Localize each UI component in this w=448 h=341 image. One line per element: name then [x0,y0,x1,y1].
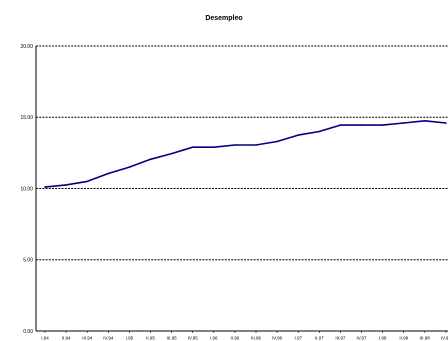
x-tick-label: III.96 [251,336,262,341]
x-tick-label: IV.98 [441,336,448,341]
x-tick-label: III.97 [335,336,346,341]
x-tick-label: I.98 [379,336,387,341]
data-point [276,140,278,143]
data-point [445,122,447,124]
y-tick-label: 5.00 [23,258,33,264]
y-tick-label: 0.00 [23,329,33,335]
data-point [213,146,215,148]
data-point [191,146,194,148]
data-point [65,184,67,186]
data-point [149,158,152,161]
x-tick-label: II.95 [146,336,155,341]
data-point [318,130,321,133]
data-point [128,166,131,168]
series-layer [44,120,447,188]
x-tick-label: IV.94 [103,336,114,341]
data-point [339,124,342,126]
data-point [297,134,300,136]
x-tick-label: IV.95 [188,336,199,341]
data-point [360,124,363,126]
x-tick-label: I.94 [41,336,49,341]
x-tick-label: III.95 [167,336,178,341]
x-tick-label: III.98 [420,336,431,341]
data-point [255,144,257,146]
chart-title: Desempleo [205,15,242,22]
axes [35,46,448,333]
y-tick-label: 20.00 [20,44,33,50]
data-point [170,152,173,155]
x-tick-label: III.94 [82,336,93,341]
y-tick-label: 15.00 [20,115,33,121]
x-tick-label: II.97 [315,336,324,341]
data-point [44,186,46,188]
data-point [107,172,110,175]
x-tick-label: IV.96 [272,336,283,341]
x-tick-label: I.97 [294,336,302,341]
data-point [424,120,426,122]
data-point [234,144,236,146]
x-tick-label: I.96 [210,336,218,341]
data-point [381,124,384,126]
x-tick-label: II.96 [231,336,240,341]
x-axis-tick-labels: I.94 II.94 III.94 IV.94 I.95 II.95 III.95 IV.95… [41,336,448,341]
data-point [86,180,88,183]
x-tick-label: II.94 [62,336,71,341]
data-point [402,122,405,124]
y-axis-tick-labels: 0.00 5.00 10.00 15.00 20.00 [20,44,33,335]
y-tick-label: 10.00 [20,186,33,192]
gridlines [36,45,448,261]
series-line-0 [44,120,446,188]
x-tick-label: I.95 [126,336,134,341]
x-tick-label: IV.97 [356,336,367,341]
x-tick-label: II.98 [399,336,408,341]
